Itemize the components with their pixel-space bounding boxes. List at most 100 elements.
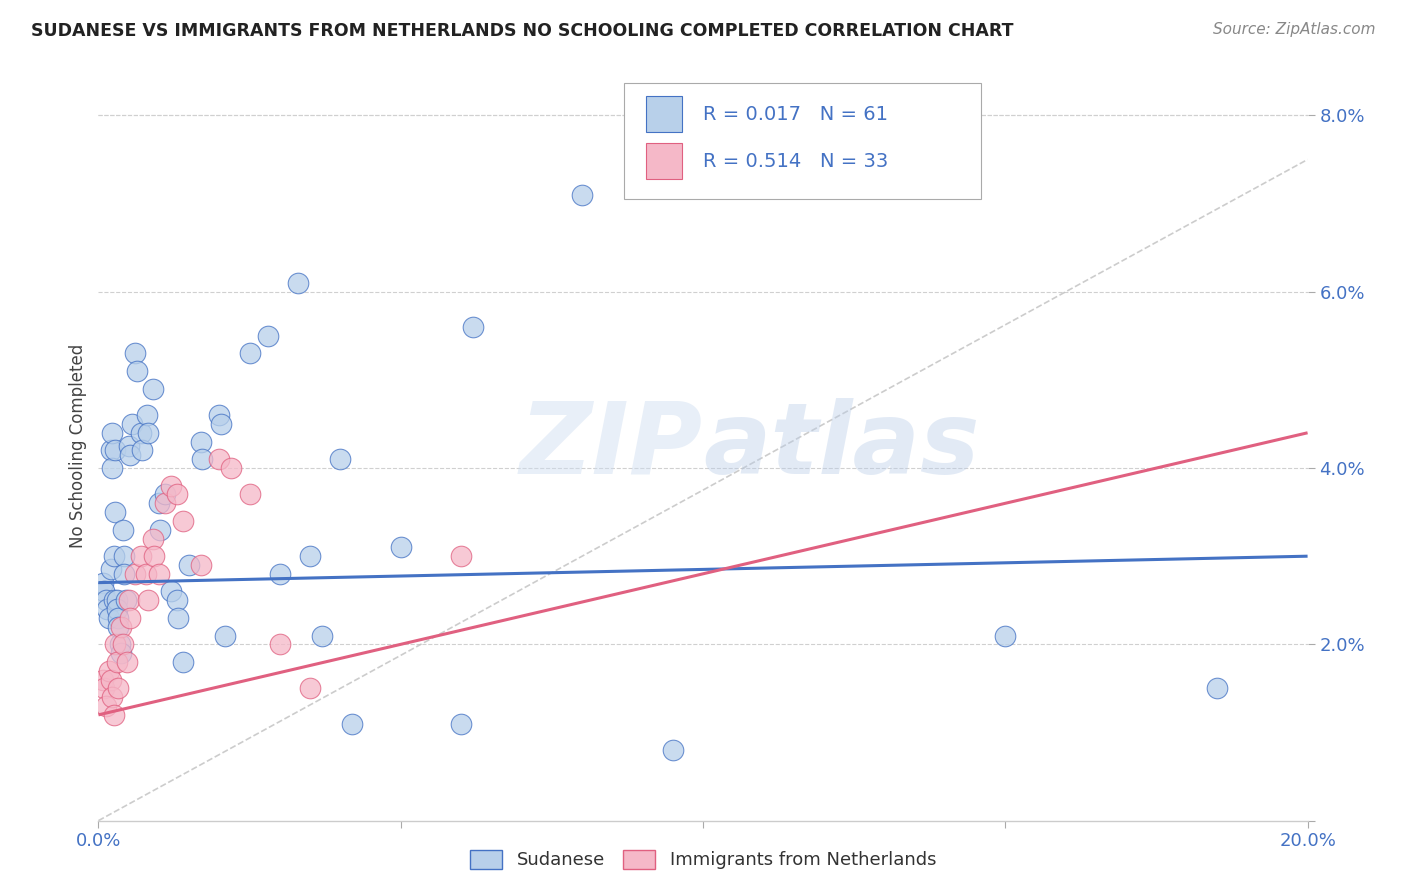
Text: Source: ZipAtlas.com: Source: ZipAtlas.com	[1212, 22, 1375, 37]
Point	[100, 461, 122, 475]
Point	[450, 549, 472, 564]
Point	[100, 443, 122, 458]
Legend: Sudanese, Immigrants from Netherlands: Sudanese, Immigrants from Netherlands	[461, 840, 945, 879]
Point	[104, 505, 127, 519]
FancyBboxPatch shape	[647, 144, 682, 179]
Point	[239, 487, 262, 501]
Point	[129, 549, 152, 564]
Point	[208, 408, 231, 422]
Point	[94, 593, 117, 607]
Text: SUDANESE VS IMMIGRANTS FROM NETHERLANDS NO SCHOOLING COMPLETED CORRELATION CHART: SUDANESE VS IMMIGRANTS FROM NETHERLANDS …	[31, 22, 1014, 40]
Point	[129, 425, 152, 440]
Point	[98, 611, 121, 625]
Point	[105, 593, 128, 607]
Point	[94, 699, 117, 714]
Point	[107, 620, 129, 634]
Point	[135, 566, 157, 581]
FancyBboxPatch shape	[624, 83, 981, 199]
Point	[121, 417, 143, 431]
Point	[311, 628, 333, 642]
Point	[166, 593, 188, 607]
Point	[287, 276, 309, 290]
Point	[239, 346, 262, 360]
Point	[107, 611, 129, 625]
Point	[100, 690, 122, 705]
Point	[179, 558, 201, 572]
Point	[143, 549, 166, 564]
Point	[329, 452, 352, 467]
Point	[112, 549, 135, 564]
Point	[209, 417, 232, 431]
Point	[214, 628, 236, 642]
Point	[100, 562, 122, 576]
Point	[135, 408, 157, 422]
Point	[124, 346, 146, 360]
Point	[167, 611, 190, 625]
Point	[118, 448, 141, 462]
FancyBboxPatch shape	[647, 96, 682, 132]
Point	[269, 637, 291, 651]
Point	[125, 364, 148, 378]
Point	[117, 655, 139, 669]
Text: R = 0.514   N = 33: R = 0.514 N = 33	[703, 152, 889, 170]
Point	[114, 593, 136, 607]
Point	[342, 716, 364, 731]
Point	[136, 425, 159, 440]
Point	[110, 620, 132, 634]
Point	[118, 593, 141, 607]
Point	[160, 478, 183, 492]
Text: R = 0.017   N = 61: R = 0.017 N = 61	[703, 104, 889, 124]
Point	[166, 487, 188, 501]
Point	[299, 681, 322, 696]
Point	[103, 707, 125, 722]
Point	[100, 673, 122, 687]
Point	[148, 566, 170, 581]
Point	[118, 439, 141, 453]
Text: ZIP: ZIP	[520, 398, 703, 494]
Point	[190, 434, 212, 449]
Point	[112, 566, 135, 581]
Point	[93, 681, 115, 696]
Point	[463, 320, 485, 334]
Point	[96, 602, 118, 616]
Point	[100, 425, 122, 440]
Point	[103, 549, 125, 564]
Point	[571, 187, 593, 202]
Point	[153, 496, 176, 510]
Point	[389, 541, 412, 555]
Point	[661, 743, 683, 757]
Point	[110, 646, 132, 660]
Point	[172, 655, 194, 669]
Point	[104, 443, 127, 458]
Point	[108, 637, 131, 651]
Point	[91, 575, 114, 590]
Point	[221, 461, 243, 475]
Point	[450, 716, 472, 731]
Point	[142, 382, 165, 396]
Point	[994, 628, 1017, 642]
Point	[93, 584, 115, 599]
Point	[120, 611, 142, 625]
Point	[91, 673, 114, 687]
Point	[136, 593, 159, 607]
Point	[1206, 681, 1229, 696]
Point	[191, 452, 214, 467]
Point	[124, 566, 146, 581]
Point	[105, 655, 128, 669]
Y-axis label: No Schooling Completed: No Schooling Completed	[69, 344, 87, 548]
Point	[190, 558, 212, 572]
Point	[208, 452, 231, 467]
Point	[131, 443, 153, 458]
Point	[107, 681, 129, 696]
Point	[142, 532, 165, 546]
Point	[160, 584, 183, 599]
Point	[153, 487, 176, 501]
Point	[172, 514, 194, 528]
Point	[111, 523, 134, 537]
Point	[269, 566, 291, 581]
Text: atlas: atlas	[703, 398, 980, 494]
Point	[111, 637, 134, 651]
Point	[105, 602, 128, 616]
Point	[148, 496, 170, 510]
Point	[256, 328, 278, 343]
